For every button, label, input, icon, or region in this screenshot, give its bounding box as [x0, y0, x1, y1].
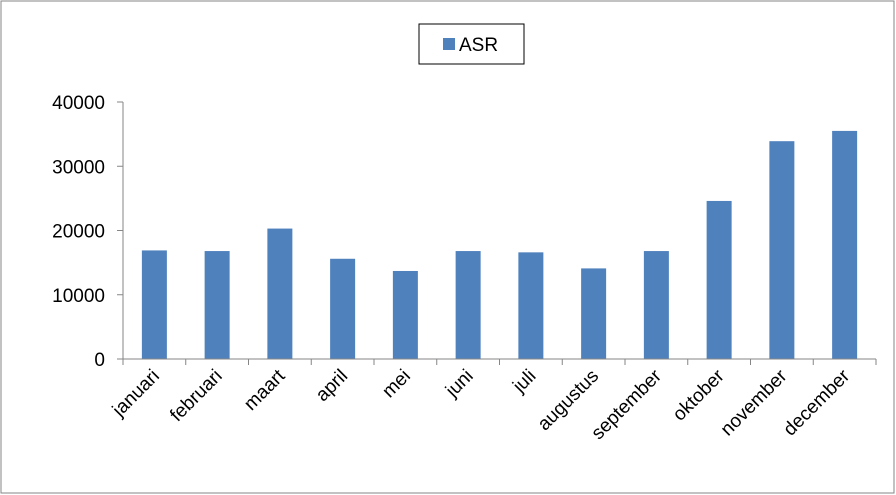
- bar-december: [832, 130, 858, 359]
- y-tick-label: 10000: [52, 286, 105, 307]
- legend-label-asr: ASR: [459, 35, 498, 56]
- y-tick-label: 30000: [52, 157, 105, 178]
- bar-juni: [455, 251, 481, 359]
- y-tick-label: 40000: [52, 93, 105, 114]
- bar-november: [769, 141, 795, 359]
- legend-swatch-asr: [443, 38, 455, 50]
- bar-oktober: [706, 200, 732, 359]
- y-tick-label: 0: [94, 350, 105, 371]
- bar-februari: [204, 251, 230, 359]
- bar-januari: [141, 250, 167, 359]
- legend-box: [418, 23, 525, 65]
- bar-mei: [392, 270, 418, 359]
- bars: [141, 130, 858, 359]
- y-tick-label: 20000: [52, 222, 105, 243]
- y-axis: 0 10000 20000 30000 40000: [52, 93, 124, 371]
- bar-augustus: [581, 268, 607, 359]
- bar-maart: [267, 228, 293, 359]
- bar-april: [330, 258, 356, 359]
- bar-september: [643, 251, 669, 359]
- legend: ASR: [418, 23, 525, 65]
- bar-juli: [518, 252, 544, 359]
